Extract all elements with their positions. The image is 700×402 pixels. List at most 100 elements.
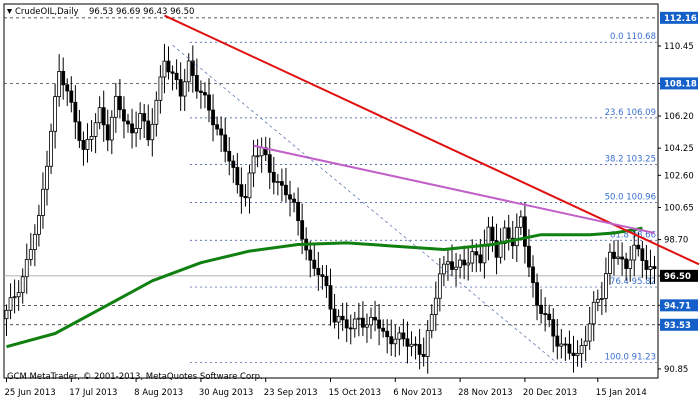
candle	[12, 279, 17, 314]
candle	[113, 82, 118, 133]
candle	[470, 239, 475, 272]
candle	[41, 172, 45, 229]
candle	[628, 245, 633, 282]
candle-body	[543, 313, 548, 315]
candle-body	[462, 259, 467, 266]
candle	[130, 108, 134, 149]
candle	[267, 137, 272, 190]
y-tick-label: 100.65	[664, 203, 694, 213]
y-tick-label: 104.25	[664, 144, 694, 154]
candle-body	[555, 335, 560, 347]
candle-body	[28, 249, 33, 260]
candle	[425, 319, 430, 374]
candle	[251, 140, 256, 188]
candle	[65, 78, 70, 106]
price-axis[interactable]: 110.45 108.18 106.20 104.25 102.60 100.65 98.7…	[658, 11, 698, 375]
candle-body	[122, 109, 126, 122]
candle	[170, 65, 175, 91]
candle-body	[16, 292, 21, 298]
candle-body	[174, 72, 179, 80]
y-tick-label: 106.20	[664, 112, 694, 122]
candle	[648, 249, 653, 285]
candle	[16, 280, 21, 311]
candle-body	[348, 327, 353, 330]
candle	[73, 85, 78, 140]
candle-body	[559, 343, 564, 347]
candle	[85, 123, 90, 163]
candle-body	[494, 240, 499, 258]
candle	[308, 241, 313, 278]
candle-body	[158, 76, 163, 101]
candle	[105, 109, 110, 152]
candle-body	[203, 92, 207, 96]
candle-body	[12, 296, 17, 299]
candle-body	[640, 248, 645, 261]
candle	[344, 302, 349, 343]
candle-body	[385, 330, 390, 338]
candle	[595, 289, 600, 312]
candle	[547, 304, 552, 328]
time-axis[interactable]: 25 Jun 2013 17 Jul 2013 8 Aug 2013 30 Aug 2…	[5, 378, 647, 398]
candle-body	[4, 309, 9, 320]
candle-body	[288, 194, 292, 200]
candle-body	[648, 266, 653, 270]
candle	[360, 301, 365, 337]
candle-body	[360, 317, 365, 328]
candle-body	[612, 251, 616, 259]
candle-body	[608, 251, 612, 274]
candle	[502, 220, 507, 261]
candle	[340, 302, 345, 331]
fib-anchor-line[interactable]	[172, 44, 558, 364]
candle-body	[652, 266, 657, 269]
candle-body	[69, 90, 74, 103]
candle	[126, 113, 130, 133]
candle	[284, 167, 288, 203]
candle	[417, 328, 422, 370]
x-tick-label: 17 Jul 2013	[69, 388, 117, 398]
moving-average-layer	[6, 226, 643, 349]
candle	[162, 43, 167, 94]
candle-body	[523, 216, 527, 247]
y-tick-label: 110.45	[664, 42, 694, 52]
candle-body	[336, 315, 341, 323]
candle	[612, 240, 616, 276]
candle-body	[113, 95, 118, 118]
candle	[571, 335, 576, 373]
candle	[227, 137, 232, 176]
candle	[336, 309, 341, 340]
candle	[385, 319, 390, 354]
candle	[150, 108, 155, 157]
candle	[198, 80, 203, 109]
candle-body	[373, 316, 377, 321]
trendline-layer[interactable]	[164, 14, 700, 364]
candle-body	[409, 343, 414, 347]
fib-level-label: 23.6 106.09	[605, 108, 656, 118]
candle-body	[24, 259, 29, 278]
candle	[142, 103, 147, 139]
candle-body	[397, 332, 402, 340]
candle	[365, 313, 369, 343]
candle-body	[186, 60, 191, 83]
candle-body	[267, 154, 272, 173]
candle-body	[535, 282, 539, 306]
candle	[555, 319, 560, 360]
candle-body	[547, 313, 552, 321]
candle-body	[65, 84, 70, 92]
fib-level-label: 100.0 91.23	[605, 353, 656, 363]
candle	[421, 337, 426, 367]
candle	[377, 303, 382, 346]
current-price-tag: 96.50	[660, 269, 698, 282]
price-tag-label: 94.71	[664, 301, 691, 311]
price-tag-label: 93.53	[664, 321, 691, 331]
candle	[583, 325, 588, 362]
candle	[332, 293, 337, 329]
candle-body	[344, 319, 349, 329]
purple-trendline[interactable]	[253, 144, 655, 234]
candle-body	[466, 262, 471, 266]
candle-body	[498, 243, 503, 258]
candle	[215, 116, 220, 136]
candle-body	[482, 245, 487, 264]
candle	[389, 319, 394, 356]
